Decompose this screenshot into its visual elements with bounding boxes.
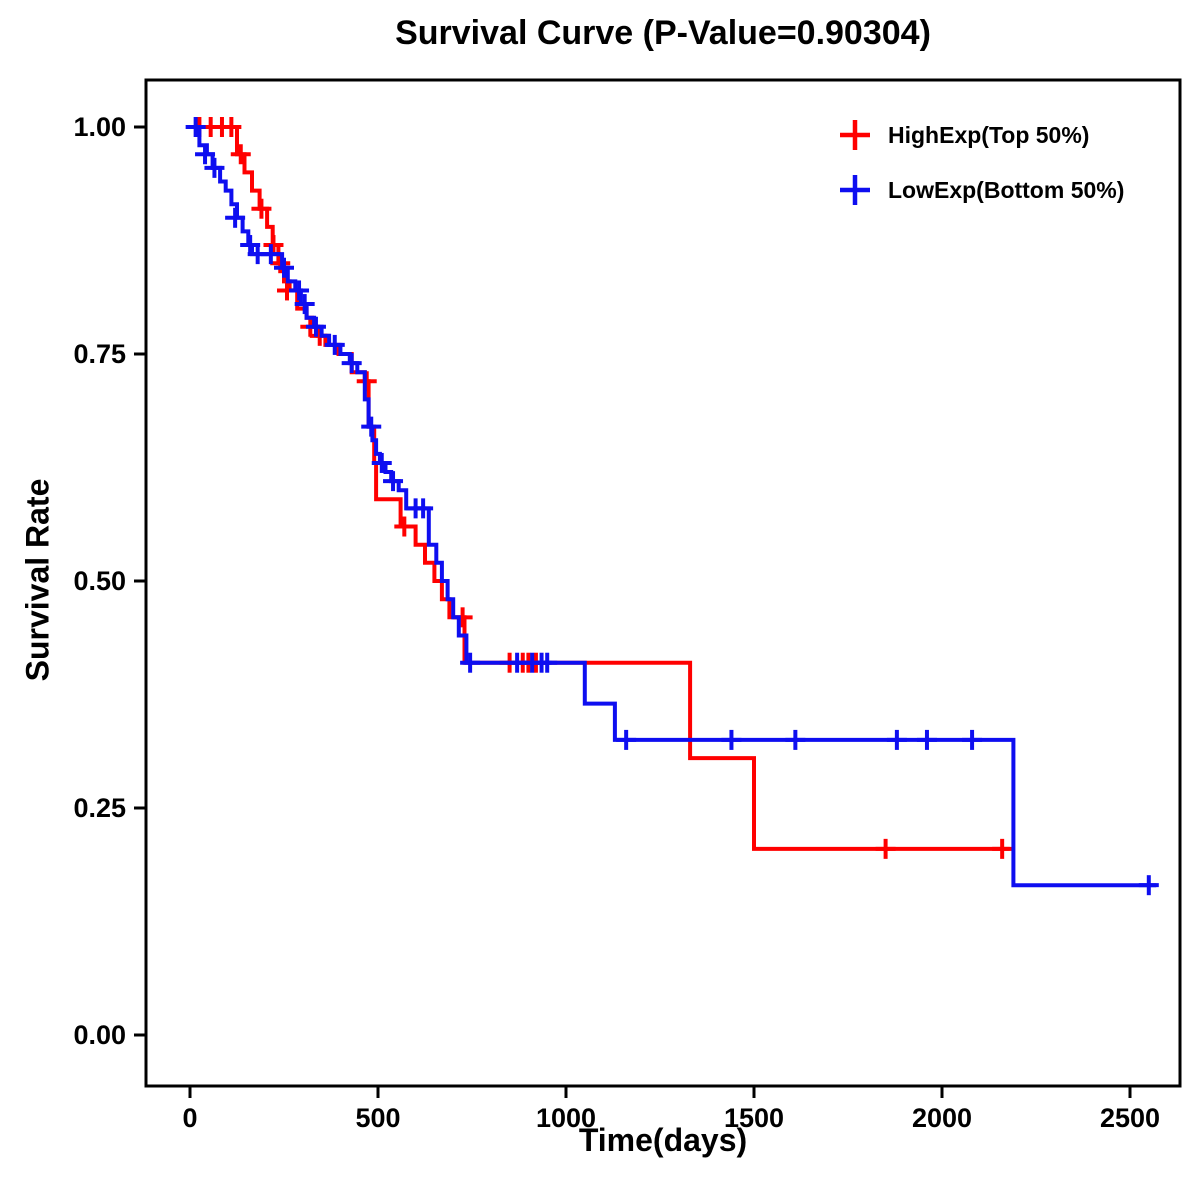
x-tick-label: 0 (182, 1103, 197, 1133)
y-axis-label: Survival Rate (19, 478, 56, 682)
x-tick-label: 2000 (912, 1103, 972, 1133)
x-tick-label: 1000 (536, 1103, 596, 1133)
legend: HighExp(Top 50%) LowExp(Bottom 50%) (838, 118, 1124, 207)
censor-marks-0 (189, 117, 1013, 859)
x-tick-label: 2500 (1100, 1103, 1160, 1133)
x-tick-label: 500 (355, 1103, 400, 1133)
survival-step-curve-1 (190, 125, 1157, 888)
censor-marks-1 (185, 117, 1159, 896)
legend-item-highexp: HighExp(Top 50%) (838, 118, 1124, 152)
legend-marker-lowexp-icon (840, 175, 870, 205)
x-tick-label: 1500 (724, 1103, 784, 1133)
legend-item-lowexp: LowExp(Bottom 50%) (838, 173, 1124, 207)
y-tick-label: 0.75 (73, 339, 126, 369)
legend-marker-highexp-icon (840, 120, 870, 150)
legend-label-highexp: HighExp(Top 50%) (888, 121, 1090, 148)
plot-border (144, 78, 1182, 1088)
y-tick-label: 0.50 (73, 566, 126, 596)
y-tick-label: 0.25 (73, 793, 126, 823)
y-tick-label: 0.00 (73, 1020, 126, 1050)
y-tick-label: 1.00 (73, 112, 126, 142)
x-axis-label: Time(days) (578, 1122, 748, 1158)
legend-label-lowexp: LowExp(Bottom 50%) (888, 176, 1125, 203)
chart-title: Survival Curve (P-Value=0.90304) (395, 14, 931, 52)
